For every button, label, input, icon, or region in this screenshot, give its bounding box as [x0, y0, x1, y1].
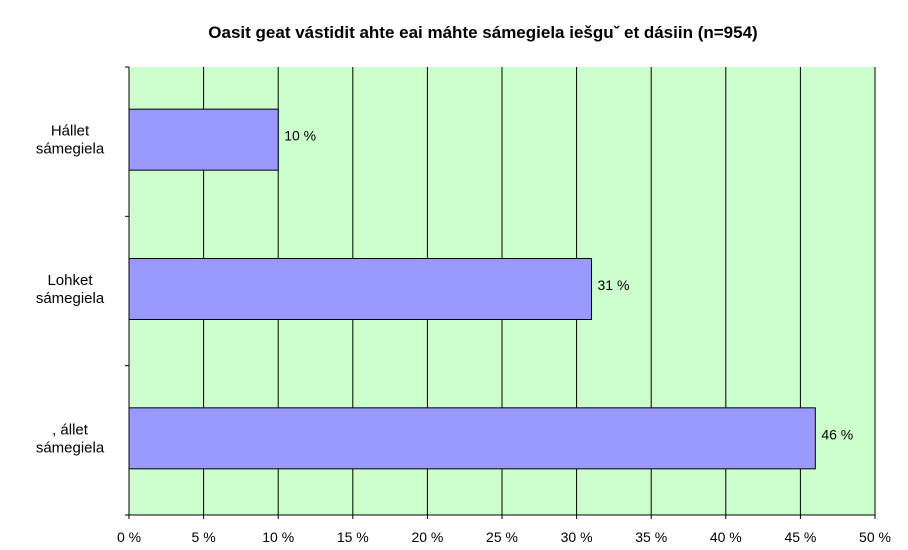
labels: 0 % 5 % 10 % 15 % 20 % 25 % 30 % 35 % 40 % 45 % 50… [36, 123, 891, 545]
axes [125, 66, 876, 519]
x-tick-label: 20 % [411, 529, 443, 545]
bar [128, 258, 593, 320]
x-tick-label: 5 % [192, 529, 216, 545]
bar [128, 407, 816, 470]
x-tick-label: 45 % [784, 529, 816, 545]
category-label: Lohket sámegiela [36, 272, 105, 307]
x-tick-label: 40 % [710, 529, 742, 545]
data-label: 10 % [284, 128, 316, 144]
x-tick-label: 10 % [262, 529, 294, 545]
data-label: 31 % [598, 277, 630, 293]
x-tick-label: 30 % [561, 529, 593, 545]
x-tick-label: 50 % [859, 529, 891, 545]
x-tick-label: 25 % [486, 529, 518, 545]
x-tick-label: 35 % [635, 529, 667, 545]
x-tick-label: 15 % [337, 529, 369, 545]
data-label: 46 % [821, 426, 853, 442]
x-tick-label: 0 % [117, 529, 141, 545]
category-label: , állet sámegiela [36, 421, 105, 456]
bars [128, 108, 816, 470]
bar [128, 108, 279, 171]
chart-title: Oasit geat vástidit ahte eai máhte sámeg… [208, 23, 757, 42]
category-label: Hállet sámegiela [36, 123, 105, 158]
